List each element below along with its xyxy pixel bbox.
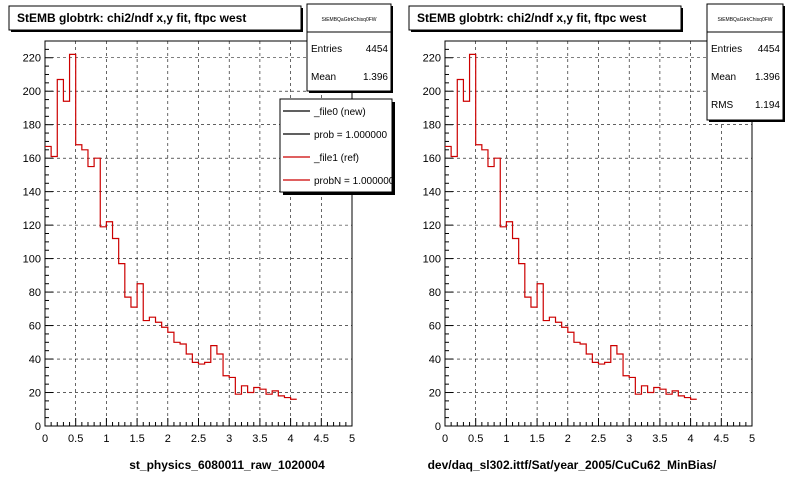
y-tick-label: 100 bbox=[423, 254, 441, 266]
histogram-pad-2: 0 0.5 1 1.5 2 2.5 3 3.5 4 4.5 5 0 20 40 60 80 100 120 140 1… bbox=[408, 3, 785, 472]
x-axis-label: dev/daq_sl302.ittf/Sat/year_2005/CuCu62_… bbox=[428, 458, 717, 472]
stats-label: Mean bbox=[311, 72, 336, 83]
chart-title: StEMB globtrk: chi2/ndf x,y fit, ftpc we… bbox=[17, 11, 246, 25]
histogram-series-1 bbox=[445, 53, 697, 400]
x-tick-label: 2.5 bbox=[191, 433, 206, 445]
y-tick-label: 140 bbox=[423, 187, 441, 199]
legend-entry-label: prob = 1.000000 bbox=[314, 130, 388, 141]
x-tick-label: 1.5 bbox=[129, 433, 144, 445]
legend-entry-label: _file1 (ref) bbox=[313, 153, 359, 164]
x-tick-label: 1 bbox=[503, 433, 509, 445]
x-tick-label: 3.5 bbox=[652, 433, 667, 445]
stats-histogram-name: StEMBQaGtrkChisq0FW bbox=[321, 17, 376, 23]
x-tick-label: 2 bbox=[565, 433, 571, 445]
x-tick-label: 4.5 bbox=[314, 433, 329, 445]
y-tick-label: 20 bbox=[429, 388, 441, 400]
stats-histogram-name: StEMBQaGtrkChisq0FW bbox=[717, 17, 772, 23]
histogram-pad-1: 0 0.5 1 1.5 2 2.5 3 3.5 4 4.5 5 0 20 40 60 80 100 120 140 1… bbox=[8, 3, 395, 472]
grid-lines bbox=[45, 41, 352, 426]
stats-value: 1.396 bbox=[755, 72, 780, 83]
y-tick-label: 20 bbox=[29, 388, 41, 400]
y-tick-label: 200 bbox=[423, 86, 441, 98]
grid-lines bbox=[445, 41, 752, 426]
legend-box bbox=[279, 98, 393, 193]
y-tick-label: 0 bbox=[35, 421, 41, 433]
stats-value: 1.396 bbox=[363, 72, 388, 83]
x-tick-label: 5 bbox=[349, 433, 355, 445]
x-axis-label: st_physics_6080011_raw_1020004 bbox=[129, 458, 325, 472]
y-tick-label: 140 bbox=[23, 187, 41, 199]
x-tick-label: 0 bbox=[442, 433, 448, 445]
legend-entry-label: _file0 (new) bbox=[313, 107, 366, 118]
y-tick-label: 0 bbox=[435, 421, 441, 433]
x-tick-label: 5 bbox=[749, 433, 755, 445]
y-tick-label: 100 bbox=[23, 254, 41, 266]
stats-value: 1.194 bbox=[755, 100, 780, 111]
y-tick-label: 180 bbox=[23, 120, 41, 132]
y-tick-label: 180 bbox=[423, 120, 441, 132]
stats-box bbox=[306, 3, 392, 92]
stats-box bbox=[706, 3, 784, 121]
y-tick-label: 60 bbox=[429, 321, 441, 333]
x-tick-label: 3 bbox=[226, 433, 232, 445]
x-tick-label: 3.5 bbox=[252, 433, 267, 445]
stats-label: Mean bbox=[711, 72, 736, 83]
x-tick-label: 4 bbox=[288, 433, 294, 445]
y-tick-label: 60 bbox=[29, 321, 41, 333]
x-tick-label: 1 bbox=[103, 433, 109, 445]
x-tick-label: 0.5 bbox=[68, 433, 83, 445]
stats-label: Entries bbox=[711, 44, 742, 55]
x-tick-label: 0 bbox=[42, 433, 48, 445]
x-tick-label: 2.5 bbox=[591, 433, 606, 445]
stats-label: RMS bbox=[711, 100, 734, 111]
title-box bbox=[408, 5, 682, 31]
x-tick-label: 1.5 bbox=[529, 433, 544, 445]
legend-entry-label: probN = 1.000000 bbox=[314, 176, 395, 187]
y-tick-label: 120 bbox=[423, 220, 441, 232]
y-tick-label: 40 bbox=[29, 354, 41, 366]
stats-label: Entries bbox=[311, 44, 342, 55]
x-tick-label: 4 bbox=[688, 433, 694, 445]
y-tick-label: 160 bbox=[423, 153, 441, 165]
footer-area bbox=[3, 472, 133, 478]
y-tick-label: 120 bbox=[23, 220, 41, 232]
y-tick-label: 160 bbox=[23, 153, 41, 165]
x-tick-label: 4.5 bbox=[714, 433, 729, 445]
chart-title: StEMB globtrk: chi2/ndf x,y fit, ftpc we… bbox=[417, 11, 646, 25]
x-tick-label: 0.5 bbox=[468, 433, 483, 445]
y-tick-label: 40 bbox=[429, 354, 441, 366]
y-tick-label: 220 bbox=[23, 53, 41, 65]
x-tick-label: 2 bbox=[165, 433, 171, 445]
x-tick-label: 3 bbox=[626, 433, 632, 445]
title-box bbox=[8, 5, 302, 31]
y-tick-label: 220 bbox=[423, 53, 441, 65]
stats-value: 4454 bbox=[366, 44, 389, 55]
y-tick-label: 200 bbox=[23, 86, 41, 98]
histogram-series-1 bbox=[45, 53, 297, 400]
y-tick-label: 80 bbox=[429, 287, 441, 299]
y-tick-label: 80 bbox=[29, 287, 41, 299]
stats-value: 4454 bbox=[758, 44, 781, 55]
